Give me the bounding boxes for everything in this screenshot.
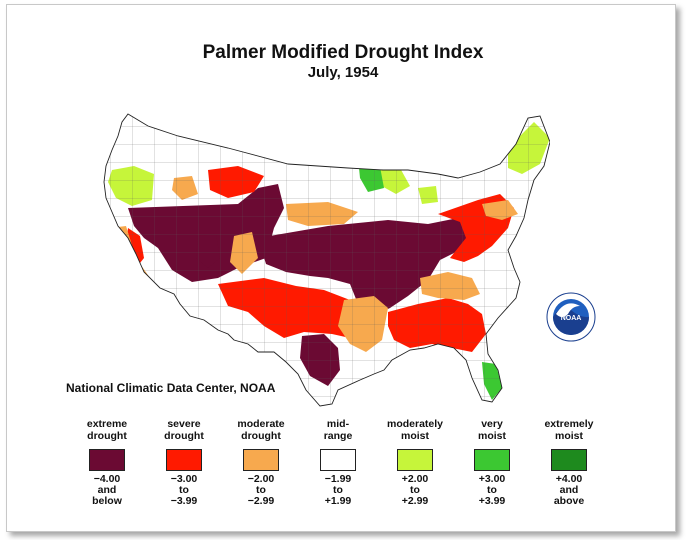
legend-label-line: moist — [554, 430, 583, 442]
legend-range-line: +3.99 — [478, 495, 506, 507]
legend-label-line: extreme — [86, 418, 128, 430]
legend-range-line: to — [179, 484, 189, 496]
legend-range-line: −4.00 — [93, 473, 121, 485]
legend-swatch — [89, 449, 125, 471]
legend-range: −3.00 to −3.99 — [147, 474, 221, 507]
legend-item: moderately moist +2.00 to +2.99 — [378, 418, 452, 507]
legend-category-label: moderately moist — [378, 418, 452, 442]
legend-label-line: range — [323, 430, 353, 442]
legend-range-line: and — [97, 484, 117, 496]
legend-category-label: very moist — [455, 418, 529, 442]
legend-range: −2.00 to −2.99 — [224, 474, 298, 507]
legend: extreme drought −4.00 and below severe drought… — [70, 418, 610, 508]
legend-range-line: to — [410, 484, 420, 496]
legend-label-line: extremely — [544, 418, 594, 430]
legend-swatch — [320, 449, 356, 471]
region-very-moist — [250, 132, 270, 152]
legend-range-line: −2.00 — [247, 473, 275, 485]
legend-swatch — [166, 449, 202, 471]
legend-range: +3.00 to +3.99 — [455, 474, 529, 507]
legend-item: very moist +3.00 to +3.99 — [455, 418, 529, 507]
legend-range-line: +4.00 — [555, 473, 583, 485]
legend-swatch — [474, 449, 510, 471]
us-drought-map — [103, 113, 550, 407]
legend-range-line: +2.00 — [401, 473, 429, 485]
legend-range-line: −1.99 — [324, 473, 352, 485]
legend-label-line: moist — [477, 430, 506, 442]
noaa-logo-text: NOAA — [561, 315, 582, 322]
legend-range-line: to — [256, 484, 266, 496]
legend-label-line: very — [481, 418, 503, 430]
legend-range-line: above — [553, 495, 585, 507]
legend-label-line: drought — [87, 430, 127, 442]
legend-range-line: below — [92, 495, 122, 507]
legend-item: mid-range −1.99 to +1.99 — [301, 418, 375, 507]
legend-label-line: moderately — [386, 418, 444, 430]
legend-range-line: −2.99 — [247, 495, 275, 507]
legend-category-label: extremely moist — [532, 418, 606, 442]
map-subtitle: July, 1954 — [307, 64, 379, 81]
legend-range-line: +2.99 — [401, 495, 429, 507]
legend-category-label: severe drought — [147, 418, 221, 442]
legend-range-line: to — [333, 484, 343, 496]
map-title: Palmer Modified Drought Index — [202, 42, 484, 63]
legend-range-line: −3.00 — [170, 473, 198, 485]
legend-range-line: and — [559, 484, 579, 496]
region-very-moist — [302, 136, 326, 154]
legend-swatch — [243, 449, 279, 471]
legend-range: −1.99 to +1.99 — [301, 474, 375, 507]
legend-item: extremely moist +4.00 and above — [532, 418, 606, 507]
legend-range: +2.00 to +2.99 — [378, 474, 452, 507]
legend-item: moderate drought −2.00 to −2.99 — [224, 418, 298, 507]
legend-label-line: moderate — [237, 418, 285, 430]
legend-range: +4.00 and above — [532, 474, 606, 507]
legend-range-line: +1.99 — [324, 495, 352, 507]
source-credit: National Climatic Data Center, NOAA — [66, 381, 276, 395]
legend-item: extreme drought −4.00 and below — [70, 418, 144, 507]
legend-range-line: −3.99 — [170, 495, 198, 507]
legend-label-line: drought — [241, 430, 281, 442]
legend-swatch — [397, 449, 433, 471]
legend-label-line: drought — [164, 430, 204, 442]
legend-range-line: to — [487, 484, 497, 496]
legend-label-line: mid- — [326, 418, 350, 430]
legend-label-line: severe — [167, 418, 201, 430]
legend-range-line: +3.00 — [478, 473, 506, 485]
legend-category-label: extreme drought — [70, 418, 144, 442]
noaa-logo: NOAA — [546, 292, 596, 342]
legend-swatch — [551, 449, 587, 471]
legend-label-line: moist — [400, 430, 429, 442]
legend-range: −4.00 and below — [70, 474, 144, 507]
legend-item: severe drought −3.00 to −3.99 — [147, 418, 221, 507]
legend-category-label: moderate drought — [224, 418, 298, 442]
legend-category-label: mid-range — [301, 418, 375, 442]
